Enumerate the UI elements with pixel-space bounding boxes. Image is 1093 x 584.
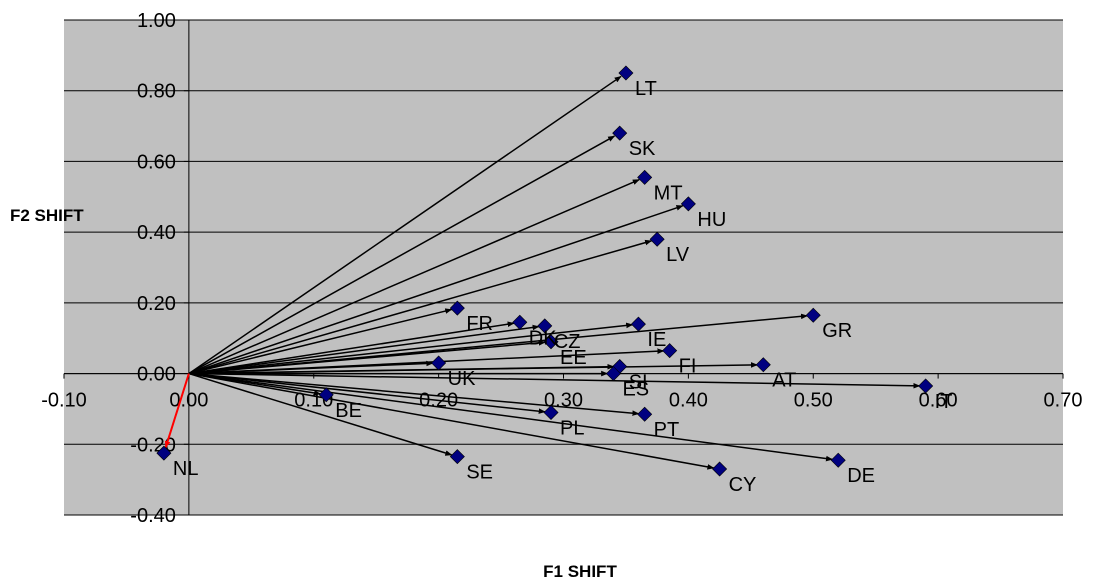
point-label-pl: PL — [560, 417, 584, 439]
arrow-at — [188, 362, 759, 375]
point-label-se: SE — [466, 462, 493, 484]
point-uk — [431, 355, 447, 371]
arrow-mt — [188, 179, 640, 375]
point-de — [830, 452, 846, 468]
arrow-pt — [188, 372, 640, 416]
arrow-it — [188, 372, 921, 389]
x-tick-label: 0.50 — [794, 390, 833, 412]
point-label-ee: EE — [560, 347, 587, 369]
y-tick-label: -0.40 — [130, 505, 176, 527]
arrow-ie — [188, 322, 634, 375]
point-at — [755, 357, 771, 373]
point-gr — [805, 307, 821, 323]
point-lv — [649, 231, 665, 247]
point-label-lv: LV — [666, 244, 690, 266]
point-se — [449, 449, 465, 465]
point-label-cz: CZ — [554, 331, 581, 353]
point-label-dk: DK — [529, 327, 557, 349]
point-label-at: AT — [772, 370, 796, 392]
point-cz — [537, 318, 553, 334]
point-es — [605, 366, 621, 382]
point-label-fr: FR — [466, 313, 493, 335]
arrow-cy — [188, 372, 715, 470]
point-label-mt: MT — [654, 182, 683, 204]
point-hu — [680, 196, 696, 212]
point-label-lt: LT — [635, 78, 657, 100]
point-label-nl: NL — [173, 458, 199, 480]
x-axis-title: F1 SHIFT — [543, 562, 617, 581]
point-label-sk: SK — [629, 138, 656, 160]
arrow-de — [188, 372, 833, 462]
y-tick-label: 0.20 — [137, 293, 176, 315]
point-label-cy: CY — [729, 474, 757, 496]
point-lt — [618, 65, 634, 81]
arrow-fr — [188, 308, 453, 375]
arrow-pl — [188, 372, 546, 414]
point-nl — [156, 445, 172, 461]
y-tick-label: 0.80 — [137, 81, 176, 103]
markers — [156, 65, 934, 477]
point-pt — [637, 406, 653, 422]
point-label-hu: HU — [697, 209, 726, 231]
point-label-pt: PT — [654, 419, 680, 441]
x-tick-label: 0.00 — [169, 390, 208, 412]
plot-area — [64, 20, 1063, 515]
arrow-uk — [188, 360, 434, 375]
y-axis-title: F2 SHIFT — [10, 206, 84, 225]
point-label-de: DE — [847, 465, 875, 487]
point-fr — [449, 300, 465, 316]
y-tick-label: 0.00 — [137, 364, 176, 386]
point-sk — [612, 125, 628, 141]
point-it — [918, 378, 934, 394]
point-pl — [543, 404, 559, 420]
arrow-ee — [188, 340, 546, 375]
point-label-uk: UK — [448, 368, 476, 390]
y-tick-label: 0.60 — [137, 151, 176, 173]
x-tick-label: 0.60 — [919, 390, 958, 412]
x-tick-label: -0.10 — [41, 390, 87, 412]
y-tick-label: 0.40 — [137, 222, 176, 244]
arrow-dk — [188, 321, 515, 375]
y-tick-label: 1.00 — [137, 10, 176, 32]
point-ee — [543, 334, 559, 350]
point-dk — [512, 314, 528, 330]
arrow-lt — [188, 75, 622, 375]
point-label-fi: FI — [679, 356, 697, 378]
arrow-nl — [164, 373, 190, 449]
point-ie — [630, 316, 646, 332]
point-label-gr: GR — [822, 320, 852, 342]
point-mt — [637, 169, 653, 185]
arrow-lv — [188, 239, 653, 375]
point-fi — [662, 343, 678, 359]
arrow-cz — [188, 324, 540, 375]
x-tick-label: 0.70 — [1044, 390, 1083, 412]
arrow-se — [188, 372, 453, 456]
point-label-si: SI — [629, 372, 648, 394]
point-cy — [712, 461, 728, 477]
point-label-es: ES — [622, 379, 649, 401]
arrow-hu — [188, 205, 684, 375]
point-be — [318, 387, 334, 403]
point-label-be: BE — [335, 400, 362, 422]
arrow-sk — [188, 135, 616, 375]
point-label-ie: IE — [647, 329, 666, 351]
arrows — [164, 75, 921, 470]
x-tick-label: 0.40 — [669, 390, 708, 412]
point-label-it: IT — [935, 391, 953, 413]
